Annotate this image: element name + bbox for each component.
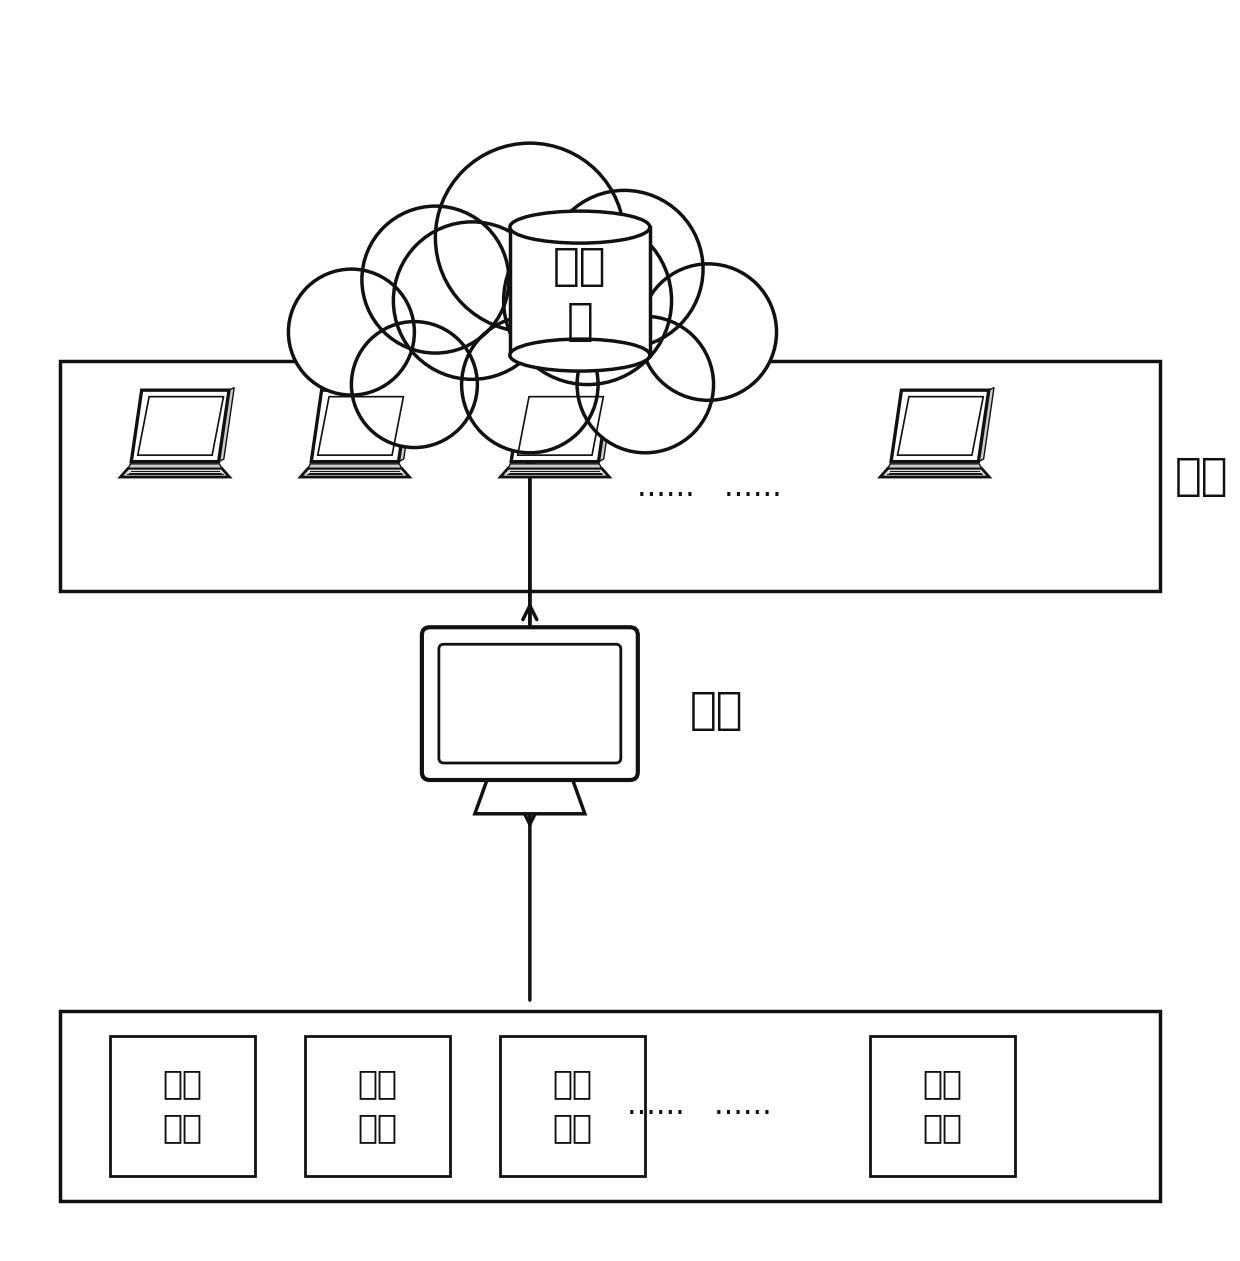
Ellipse shape xyxy=(510,211,650,243)
Polygon shape xyxy=(317,397,403,455)
Circle shape xyxy=(362,206,508,353)
Text: 库: 库 xyxy=(567,300,593,343)
Bar xyxy=(510,227,650,356)
Polygon shape xyxy=(311,390,409,462)
Polygon shape xyxy=(120,468,229,477)
Circle shape xyxy=(461,317,598,453)
Polygon shape xyxy=(892,390,988,462)
Polygon shape xyxy=(511,390,609,462)
Bar xyxy=(305,1035,450,1175)
Text: 采集: 采集 xyxy=(552,1067,593,1101)
Circle shape xyxy=(435,144,624,332)
Text: 主机: 主机 xyxy=(689,690,743,733)
Polygon shape xyxy=(500,468,609,477)
Polygon shape xyxy=(599,387,614,462)
Text: ......   ......: ...... ...... xyxy=(627,1091,773,1120)
Polygon shape xyxy=(131,390,229,462)
Text: 采集: 采集 xyxy=(357,1067,397,1101)
Polygon shape xyxy=(398,387,414,462)
Text: 节点: 节点 xyxy=(923,1111,962,1145)
Circle shape xyxy=(503,217,672,385)
Text: 数据: 数据 xyxy=(553,245,606,288)
Bar xyxy=(500,1035,645,1175)
Circle shape xyxy=(640,264,776,400)
Polygon shape xyxy=(508,464,601,468)
Polygon shape xyxy=(128,464,222,468)
Polygon shape xyxy=(218,387,234,462)
FancyBboxPatch shape xyxy=(439,644,621,763)
Polygon shape xyxy=(475,772,585,813)
Circle shape xyxy=(351,322,477,448)
Bar xyxy=(110,1035,255,1175)
Text: 节点: 节点 xyxy=(357,1111,397,1145)
Polygon shape xyxy=(898,397,983,455)
Circle shape xyxy=(577,317,713,453)
Ellipse shape xyxy=(510,339,650,371)
Text: 分机: 分机 xyxy=(1174,454,1228,498)
Polygon shape xyxy=(308,464,402,468)
Polygon shape xyxy=(888,464,982,468)
Text: ......   ......: ...... ...... xyxy=(637,473,782,502)
Text: 节点: 节点 xyxy=(552,1111,593,1145)
Polygon shape xyxy=(517,397,604,455)
Polygon shape xyxy=(138,397,223,455)
Polygon shape xyxy=(978,387,994,462)
Text: 采集: 采集 xyxy=(162,1067,202,1101)
Polygon shape xyxy=(880,468,990,477)
Circle shape xyxy=(289,269,414,395)
Bar xyxy=(60,361,1159,591)
Circle shape xyxy=(393,222,551,380)
Circle shape xyxy=(546,190,703,348)
FancyBboxPatch shape xyxy=(422,627,637,781)
Polygon shape xyxy=(300,468,409,477)
Bar xyxy=(60,1011,1159,1200)
Text: 节点: 节点 xyxy=(162,1111,202,1145)
Text: 采集: 采集 xyxy=(923,1067,962,1101)
Bar xyxy=(869,1035,1014,1175)
